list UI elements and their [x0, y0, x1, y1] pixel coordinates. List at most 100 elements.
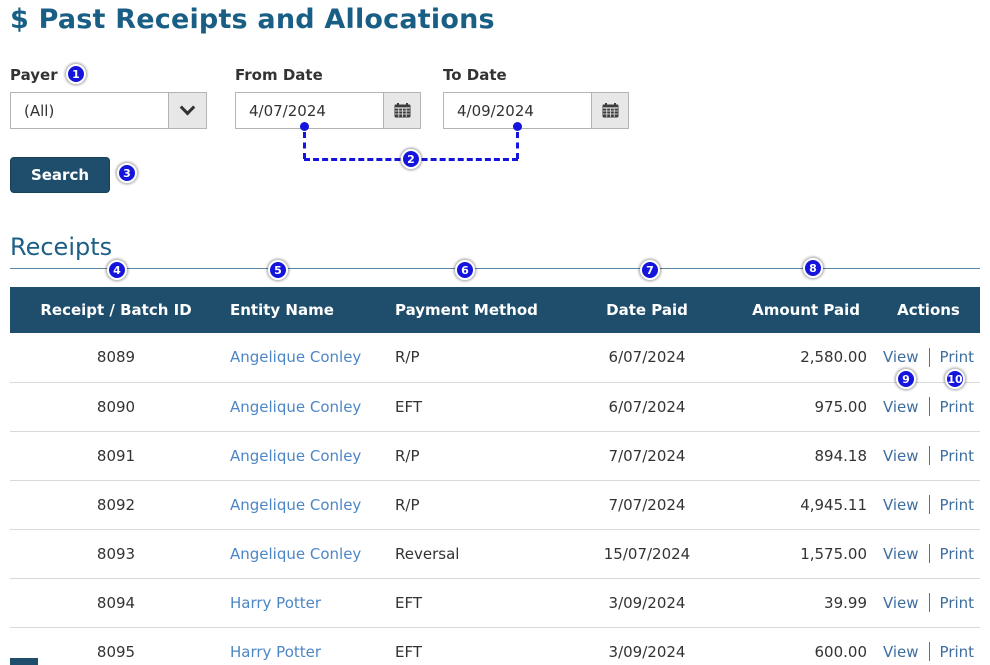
receipts-table-body: 8089 Angelique Conley R/P 6/07/2024 2,58…	[10, 333, 980, 665]
view-link[interactable]: View	[882, 544, 919, 563]
receipts-section-heading: Receipts	[10, 233, 980, 269]
table-row: 8089 Angelique Conley R/P 6/07/2024 2,58…	[10, 333, 980, 382]
action-separator	[928, 495, 930, 514]
date-paid-cell: 6/07/2024	[608, 348, 686, 367]
receipt-id-cell: 8093	[10, 528, 222, 578]
row-actions: View Print	[877, 544, 980, 563]
amount-paid-cell: 1,575.00	[742, 528, 877, 578]
annotation-badge-7: 7	[640, 260, 660, 280]
annotation-badge-4: 4	[107, 260, 127, 280]
to-date-calendar-button[interactable]	[591, 92, 629, 129]
date-paid-cell: 3/09/2024	[552, 626, 742, 665]
from-date-group	[235, 92, 421, 129]
payment-method-cell: R/P	[387, 479, 552, 529]
annotation-badge-1: 1	[66, 64, 86, 84]
connector-line	[303, 132, 306, 159]
from-date-calendar-button[interactable]	[383, 92, 421, 129]
print-link[interactable]: Print	[939, 593, 975, 612]
date-paid-cell: 15/07/2024	[552, 528, 742, 578]
payment-method-cell: EFT	[387, 577, 552, 627]
table-row: 8092 Angelique Conley R/P 7/07/2024 4,94…	[10, 479, 980, 529]
date-paid-cell: 6/07/2024	[552, 381, 742, 431]
payment-method-cell: R/P	[387, 430, 552, 480]
action-separator	[928, 593, 930, 612]
next-table-header-partial	[10, 658, 38, 665]
connector-line	[516, 132, 519, 159]
amount-paid-cell: 975.00	[742, 381, 877, 431]
receipt-id-cell: 8092	[10, 479, 222, 529]
entity-name-link[interactable]: Harry Potter	[230, 593, 322, 612]
entity-name-link[interactable]: Harry Potter	[230, 642, 322, 661]
entity-name-link[interactable]: Angelique Conley	[230, 544, 362, 563]
annotation-badge-9: 9	[896, 369, 916, 389]
table-row: 8094 Harry Potter EFT 3/09/2024 39.99 Vi…	[10, 577, 980, 627]
date-paid-cell: 7/07/2024	[552, 479, 742, 529]
row-actions: View Print	[877, 495, 980, 514]
calendar-icon	[602, 103, 618, 118]
view-link[interactable]: View	[882, 348, 919, 367]
receipt-id-cell: 8091	[10, 430, 222, 480]
search-button[interactable]: Search	[10, 157, 110, 193]
connector-dot	[300, 122, 309, 131]
view-link[interactable]: View	[882, 397, 919, 416]
view-link[interactable]: View	[882, 495, 919, 514]
payer-select-arrow[interactable]	[168, 93, 206, 128]
receipt-id-cell: 8094	[10, 577, 222, 627]
print-link[interactable]: Print	[939, 446, 975, 465]
print-link[interactable]: Print	[939, 348, 975, 367]
calendar-icon	[394, 103, 410, 118]
annotation-badge-6: 6	[455, 260, 475, 280]
entity-name-link[interactable]: Angelique Conley	[230, 446, 362, 465]
table-row: 8095 Harry Potter EFT 3/09/2024 600.00 V…	[10, 626, 980, 665]
payment-method-cell: R/P	[395, 348, 420, 367]
table-row: 8091 Angelique Conley R/P 7/07/2024 894.…	[10, 430, 980, 480]
view-link[interactable]: View	[882, 642, 919, 661]
receipt-id-cell: 8090	[10, 381, 222, 431]
payment-method-cell: Reversal	[387, 528, 552, 578]
view-link[interactable]: View	[882, 446, 919, 465]
table-row: 8090 Angelique Conley EFT 6/07/2024 975.…	[10, 381, 980, 431]
action-separator	[928, 397, 930, 416]
header-payment-method: Payment Method	[387, 287, 552, 333]
amount-paid-cell: 4,945.11	[742, 479, 877, 529]
print-link[interactable]: Print	[939, 544, 975, 563]
from-date-input[interactable]	[235, 92, 383, 129]
payer-select[interactable]: (All)	[10, 92, 207, 129]
table-header-row: Receipt / Batch ID Entity Name Payment M…	[10, 287, 980, 333]
annotation-badge-2: 2	[401, 149, 421, 169]
row-actions: View Print	[877, 347, 980, 367]
header-entity-name: Entity Name	[222, 287, 387, 333]
from-date-label: From Date	[235, 66, 323, 84]
table-row: 8093 Angelique Conley Reversal 15/07/202…	[10, 528, 980, 578]
connector-dot	[513, 122, 522, 131]
annotation-badge-5: 5	[268, 260, 288, 280]
entity-name-link[interactable]: Angelique Conley	[230, 495, 362, 514]
payment-method-cell: EFT	[387, 381, 552, 431]
entity-name-link[interactable]: Angelique Conley	[230, 397, 362, 416]
view-link[interactable]: View	[882, 593, 919, 612]
action-separator	[928, 446, 930, 465]
to-date-group	[443, 92, 629, 129]
entity-name-link[interactable]: Angelique Conley	[230, 348, 362, 367]
receipts-table: Receipt / Batch ID Entity Name Payment M…	[10, 287, 980, 665]
header-receipt-batch-id: Receipt / Batch ID	[10, 287, 222, 333]
amount-paid-cell: 39.99	[742, 577, 877, 627]
annotation-badge-8: 8	[803, 258, 823, 278]
print-link[interactable]: Print	[939, 397, 975, 416]
page-title: $ Past Receipts and Allocations	[10, 4, 495, 35]
amount-paid-cell: 2,580.00	[800, 348, 867, 367]
row-actions: View Print	[877, 642, 980, 662]
action-separator	[928, 642, 930, 662]
row-actions: View Print	[877, 397, 980, 416]
header-amount-paid: Amount Paid	[742, 287, 877, 333]
date-paid-cell: 3/09/2024	[552, 577, 742, 627]
row-actions: View Print	[877, 446, 980, 465]
print-link[interactable]: Print	[939, 642, 975, 661]
date-paid-cell: 7/07/2024	[552, 430, 742, 480]
payment-method-cell: EFT	[387, 626, 552, 665]
amount-paid-cell: 600.00	[742, 626, 877, 665]
print-link[interactable]: Print	[939, 495, 975, 514]
annotation-badge-10: 10	[945, 369, 965, 389]
annotation-badge-3: 3	[117, 163, 137, 183]
